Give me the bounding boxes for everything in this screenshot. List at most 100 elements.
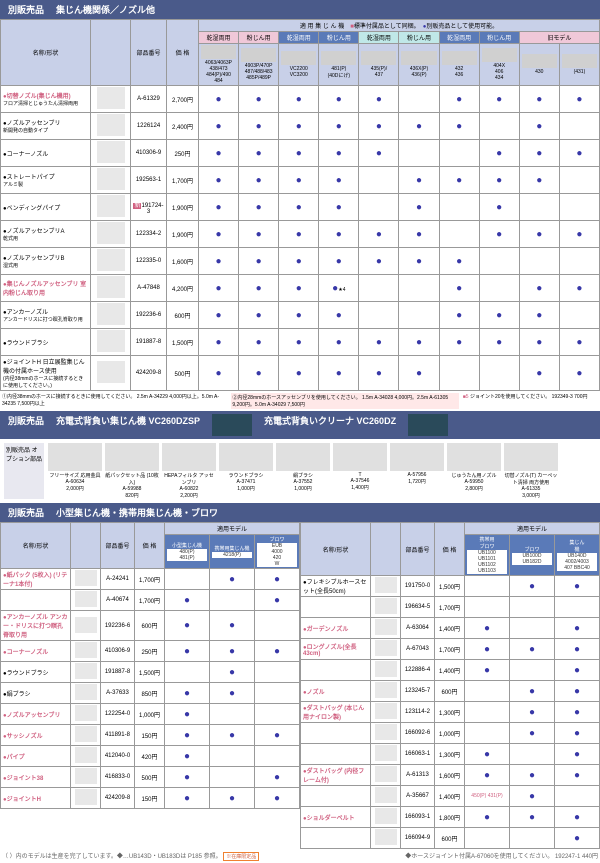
compat-cell: ●: [199, 194, 239, 221]
row-part: 122254-0: [101, 704, 135, 725]
compat-cell: [255, 746, 300, 767]
row-img: [71, 788, 101, 809]
prod-name: HEPAフィルタ アッセンブリ: [162, 472, 216, 486]
compat-cell: ●: [465, 744, 510, 765]
compat-cell: [510, 660, 555, 681]
row-img: [71, 569, 101, 590]
row-price: 600円: [167, 302, 199, 329]
prod-card: フリーサイズ 応用金具A-606342,000円: [48, 443, 102, 499]
compat-cell: ●: [210, 641, 255, 662]
compat-cell: ●: [359, 86, 399, 113]
row-part: A-63064: [401, 618, 435, 639]
compat-cell: ●: [239, 275, 279, 302]
prod-image-icon: [390, 443, 444, 471]
compat-cell: ●: [519, 329, 559, 356]
compat-cell: ●: [510, 639, 555, 660]
compat-cell: ●: [555, 681, 600, 702]
row-price: 1,700円: [135, 590, 165, 611]
model-hdr: 432 436: [439, 44, 479, 86]
s1-foot3: ■5 ジョイント20を使用してください。 192349-3 700円: [463, 393, 598, 409]
compat-cell: ●: [319, 221, 359, 248]
section1-table: 名称/形状 部品番号 価 格 適 用 集 じ ん 機 ■標準付属品として同梱。 …: [0, 19, 600, 391]
row-name: ●ラウンドブラシ: [1, 329, 91, 356]
compat-cell: ●: [359, 113, 399, 140]
compat-cell: ●: [165, 590, 210, 611]
row-part: 410306-9: [101, 641, 135, 662]
compat-cell: ●: [479, 194, 519, 221]
s2-label: 別販売品 オプション部品: [4, 443, 44, 499]
compat-cell: ●: [165, 725, 210, 746]
compat-cell: [439, 140, 479, 167]
compat-cell: ●: [519, 275, 559, 302]
compat-cell: [165, 662, 210, 683]
compat-cell: ●: [165, 641, 210, 662]
group-hdr: 旧モデル: [519, 32, 599, 44]
compat-cell: ●: [555, 576, 600, 597]
compat-cell: 450(P) 431(P): [465, 786, 510, 807]
compat-cell: ●: [399, 248, 439, 275]
row-img: [371, 786, 401, 807]
compat-cell: ●: [199, 167, 239, 194]
prod-name: ラウンドブラシ: [219, 472, 273, 479]
compat-cell: ●: [510, 765, 555, 786]
group-hdr: 粉じん用: [239, 32, 279, 44]
compat-cell: ●: [279, 275, 319, 302]
row-img: [71, 641, 101, 662]
prod-price: 2,200円: [162, 492, 216, 499]
row-img: [91, 194, 131, 221]
compat-cell: ●: [399, 356, 439, 391]
compat-cell: ●: [255, 788, 300, 809]
s3-sub: 小型集じん機・携帯用集じん機・ブロワ: [56, 506, 218, 519]
compat-cell: ●: [555, 807, 600, 828]
compat-cell: ●: [279, 194, 319, 221]
compat-cell: ●: [279, 86, 319, 113]
model-hdr: 481(P) (40Dにげ): [319, 44, 359, 86]
row-name: ●ガーデンノズル: [301, 618, 371, 639]
compat-cell: ●: [555, 765, 600, 786]
group-hdr: 乾湿両用: [199, 32, 239, 44]
compat-cell: [210, 767, 255, 788]
row-name: ●コーナーノズル: [1, 140, 91, 167]
row-price: 1,500円: [135, 662, 165, 683]
row-price: 1,700円: [167, 167, 199, 194]
row-part: 412040-0: [101, 746, 135, 767]
compat-cell: [465, 828, 510, 849]
row-img: [371, 576, 401, 597]
row-price: 600円: [435, 828, 465, 849]
prod-image-icon: [219, 443, 273, 471]
compat-cell: [465, 702, 510, 723]
compat-cell: [165, 569, 210, 590]
row-name: ●サッシノズル: [1, 725, 71, 746]
compat-cell: ●: [479, 221, 519, 248]
row-part: A-67043: [401, 639, 435, 660]
compat-cell: ●: [465, 639, 510, 660]
row-part: 166063-1: [401, 744, 435, 765]
compat-cell: [479, 113, 519, 140]
compat-cell: ●: [559, 356, 599, 391]
row-img: [71, 683, 101, 704]
row-part: 166094-9: [401, 828, 435, 849]
compat-cell: [399, 86, 439, 113]
compat-cell: ●: [555, 828, 600, 849]
compat-cell: ●: [210, 611, 255, 641]
row-part: 411891-8: [101, 725, 135, 746]
s1-footer: ①内径38mmのホースに接続するときに使用してください。 2.5m A-3422…: [0, 391, 600, 411]
compat-cell: ●: [319, 329, 359, 356]
prod-card: TA-375461,400円: [333, 443, 387, 499]
compat-cell: [359, 302, 399, 329]
row-name: ●集じんノズルアッセンブリ 室内粉じん取り用: [1, 275, 91, 302]
compat-cell: [559, 302, 599, 329]
row-name: ●アンカーノズル アンカー・ドリスに打つ瞑孔脊取り用: [1, 611, 71, 641]
compat-cell: [479, 248, 519, 275]
compat-cell: ●: [165, 611, 210, 641]
row-img: [371, 618, 401, 639]
compat-cell: [439, 194, 479, 221]
row-part: 122334-2: [131, 221, 167, 248]
row-name: ●ノズル: [301, 681, 371, 702]
row-price: 1,700円: [435, 639, 465, 660]
row-img: [71, 767, 101, 788]
prod-card: 紙パックセット品 (10枚入)A-59988820円: [105, 443, 159, 499]
hdr-name: 名称/形状: [1, 20, 91, 86]
prod-price: 1,400円: [333, 484, 387, 491]
prod-image-icon: [48, 443, 102, 471]
